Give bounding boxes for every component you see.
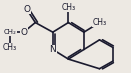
Text: N: N <box>49 45 56 54</box>
Text: CH₃: CH₃ <box>3 43 17 52</box>
Text: CH₃: CH₃ <box>61 3 75 12</box>
Text: CH₂: CH₂ <box>4 29 17 35</box>
Text: O: O <box>20 28 27 37</box>
Text: CH₃: CH₃ <box>92 18 107 27</box>
Text: O: O <box>23 5 30 14</box>
